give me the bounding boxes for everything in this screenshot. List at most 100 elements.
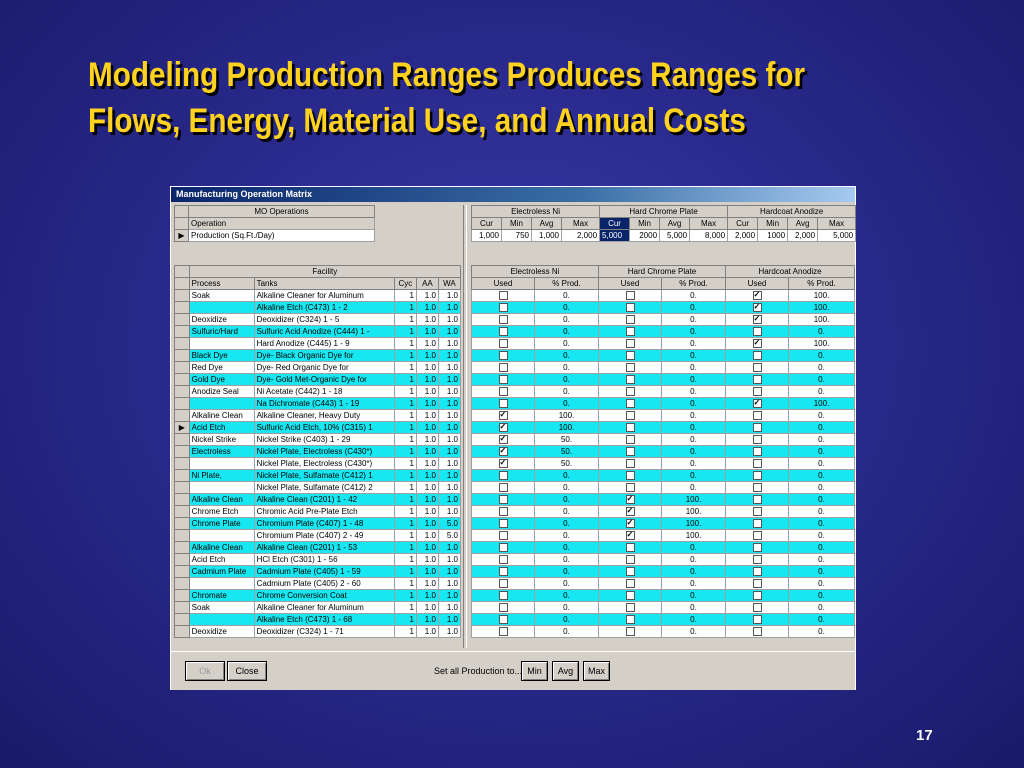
wa-cell[interactable]: 1.0 [437,553,462,566]
percent-prod-cell[interactable]: 100. [534,421,599,434]
used-checkbox-cell[interactable] [598,421,662,434]
percent-prod-cell[interactable]: 0. [534,541,599,554]
used-checkbox-cell[interactable] [598,577,662,590]
used-checkbox-cell[interactable] [598,349,662,362]
aa-cell[interactable]: 1.0 [415,553,439,566]
percent-prod-cell[interactable]: 0. [534,625,599,638]
usage-row[interactable]: 0. 0. 0. [471,625,856,638]
facility-row[interactable]: Ni Plate, Nickel Plate, Sulfamate (C412) … [174,469,462,482]
percent-prod-cell[interactable]: 0. [534,325,599,338]
percent-prod-cell[interactable]: 0. [534,505,599,518]
percent-prod-cell[interactable]: 0. [788,385,856,398]
wa-cell[interactable]: 1.0 [437,613,462,626]
cyc-cell[interactable]: 1 [393,625,417,638]
cyc-cell[interactable]: 1 [393,313,417,326]
used-checkbox[interactable] [498,339,508,349]
usage-row[interactable]: 0. 0. 0. [471,469,856,482]
used-checkbox-cell[interactable] [471,433,535,446]
facility-row[interactable]: Cadmium Plate (C405) 2 - 60 1 1.0 1.0 [174,577,462,590]
aa-cell[interactable]: 1.0 [415,325,439,338]
wa-cell[interactable]: 1.0 [437,409,462,422]
cyc-cell[interactable]: 1 [393,601,417,614]
row-selector[interactable] [174,349,190,362]
row-selector[interactable] [174,433,190,446]
percent-prod-cell[interactable]: 0. [534,361,599,374]
wa-cell[interactable]: 1.0 [437,481,462,494]
cyc-cell[interactable]: 1 [393,505,417,518]
percent-prod-cell[interactable]: 0. [660,325,727,338]
cyc-cell[interactable]: 1 [393,397,417,410]
wa-cell[interactable]: 1.0 [437,349,462,362]
used-checkbox-cell[interactable] [471,397,535,410]
percent-prod-cell[interactable]: 0. [788,457,856,470]
process-cell[interactable]: Chrome Etch [188,505,255,518]
used-checkbox-cell[interactable] [725,349,790,362]
used-checkbox-cell[interactable] [471,457,535,470]
used-checkbox[interactable] [625,603,635,613]
used-checkbox[interactable] [625,303,635,313]
used-checkbox-cell[interactable] [725,577,790,590]
percent-prod-cell[interactable]: 0. [534,349,599,362]
used-checkbox[interactable] [625,435,635,445]
used-checkbox[interactable] [498,579,508,589]
row-selector[interactable] [174,577,190,590]
tank-cell[interactable]: Cadmium Plate (C405) 2 - 60 [253,577,395,590]
facility-row[interactable]: Soak Alkaline Cleaner for Aluminum 1 1.0 1.0 [174,601,462,614]
percent-prod-cell[interactable]: 0. [660,373,727,386]
used-checkbox-cell[interactable] [598,625,662,638]
used-checkbox[interactable] [752,411,762,421]
used-checkbox-cell[interactable] [725,613,790,626]
tank-cell[interactable]: Dye- Black Organic Dye for [253,349,395,362]
row-selector[interactable] [174,613,190,626]
process-cell[interactable]: Ni Plate, [188,469,255,482]
used-checkbox[interactable] [625,351,635,361]
tank-cell[interactable]: Chromic Acid Pre-Plate Etch [253,505,395,518]
percent-prod-cell[interactable]: 0. [660,397,727,410]
used-checkbox-cell[interactable] [471,625,535,638]
wa-cell[interactable]: 1.0 [437,457,462,470]
production-value-cell[interactable]: 1,000 [531,229,562,242]
wa-cell[interactable]: 1.0 [437,493,462,506]
used-checkbox-cell[interactable] [598,529,662,542]
percent-prod-cell[interactable]: 0. [534,493,599,506]
used-checkbox[interactable] [625,315,635,325]
percent-prod-cell[interactable]: 0. [788,601,856,614]
aa-cell[interactable]: 1.0 [415,481,439,494]
process-cell[interactable]: Cadmium Plate [188,565,255,578]
usage-row[interactable]: 50. 0. 0. [471,445,856,458]
process-cell[interactable]: Alkaline Clean [188,541,255,554]
used-checkbox[interactable] [498,363,508,373]
percent-prod-cell[interactable]: 0. [534,289,599,302]
used-checkbox[interactable] [625,459,635,469]
close-button[interactable]: Close [227,661,267,681]
percent-prod-cell[interactable]: 0. [534,577,599,590]
percent-prod-cell[interactable]: 0. [534,337,599,350]
aa-cell[interactable]: 1.0 [415,289,439,302]
production-value-cell[interactable]: 1000 [757,229,789,242]
used-checkbox[interactable] [625,543,635,553]
cyc-cell[interactable]: 1 [393,457,417,470]
row-selector-icon[interactable]: ▶ [174,421,190,434]
percent-prod-cell[interactable]: 0. [660,385,727,398]
cyc-cell[interactable]: 1 [393,337,417,350]
wa-cell[interactable]: 1.0 [437,445,462,458]
row-selector[interactable] [174,493,190,506]
percent-prod-cell[interactable]: 0. [534,565,599,578]
used-checkbox-cell[interactable] [725,433,790,446]
process-cell[interactable]: Deoxidize [188,313,255,326]
row-selector[interactable] [174,301,190,314]
process-cell[interactable]: Alkaline Clean [188,493,255,506]
used-checkbox[interactable] [625,627,635,637]
process-cell[interactable]: Deoxidize [188,625,255,638]
usage-row[interactable]: 0. 0. 0. [471,601,856,614]
percent-prod-cell[interactable]: 0. [660,541,727,554]
aa-cell[interactable]: 1.0 [415,469,439,482]
used-checkbox-cell[interactable] [725,553,790,566]
used-checkbox-cell[interactable] [725,421,790,434]
row-selector[interactable] [174,625,190,638]
used-checkbox[interactable] [498,423,508,433]
facility-row[interactable]: Alkaline Etch (C473) 1 - 2 1 1.0 1.0 [174,301,462,314]
facility-row[interactable]: Alkaline Etch (C473) 1 - 68 1 1.0 1.0 [174,613,462,626]
aa-cell[interactable]: 1.0 [415,613,439,626]
tank-cell[interactable]: Alkaline Etch (C473) 1 - 68 [253,613,395,626]
